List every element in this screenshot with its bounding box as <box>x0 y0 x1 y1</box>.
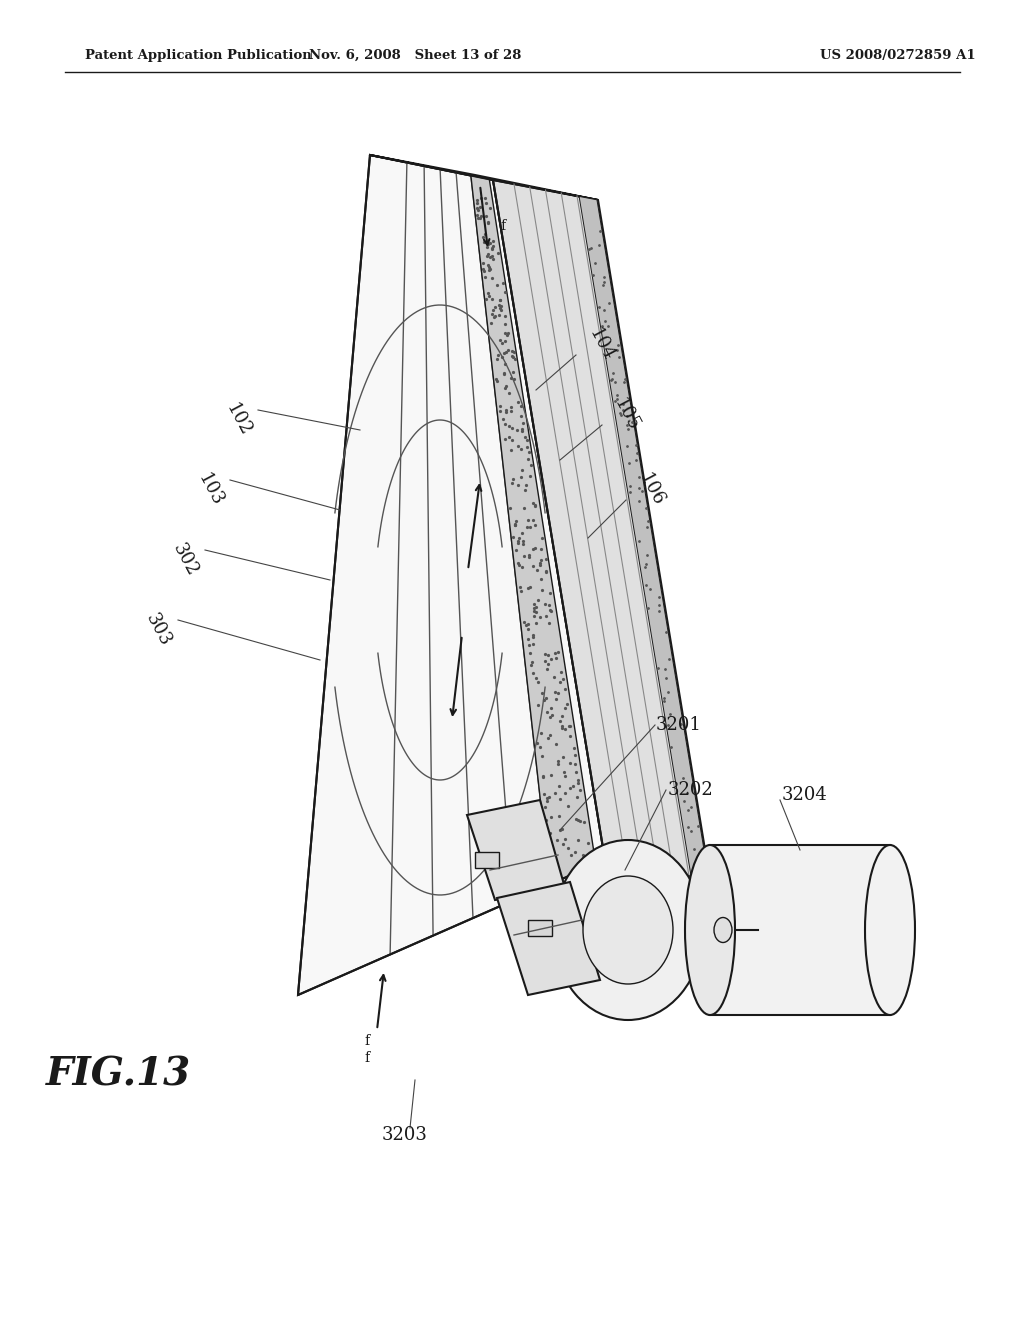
Ellipse shape <box>865 845 915 1015</box>
Text: Patent Application Publication: Patent Application Publication <box>85 49 311 62</box>
Text: FIG.13: FIG.13 <box>45 1056 190 1094</box>
Polygon shape <box>370 154 598 201</box>
Ellipse shape <box>685 845 735 1015</box>
Text: US 2008/0272859 A1: US 2008/0272859 A1 <box>820 49 976 62</box>
Polygon shape <box>493 180 710 880</box>
Polygon shape <box>475 851 499 869</box>
Text: 102: 102 <box>222 400 254 440</box>
Text: 303: 303 <box>142 611 174 649</box>
Ellipse shape <box>553 840 703 1020</box>
Polygon shape <box>471 176 596 884</box>
Polygon shape <box>597 865 715 917</box>
Text: Nov. 6, 2008   Sheet 13 of 28: Nov. 6, 2008 Sheet 13 of 28 <box>309 49 521 62</box>
Text: f: f <box>364 1051 369 1065</box>
Text: 3201: 3201 <box>656 715 701 734</box>
Text: 3202: 3202 <box>668 781 714 799</box>
Polygon shape <box>528 920 552 936</box>
Text: 104: 104 <box>585 326 617 364</box>
Ellipse shape <box>583 876 673 983</box>
Text: 105: 105 <box>610 396 642 434</box>
Polygon shape <box>580 197 709 880</box>
Polygon shape <box>497 882 600 995</box>
Text: 103: 103 <box>194 470 226 510</box>
Polygon shape <box>710 845 890 1015</box>
Text: 302: 302 <box>169 541 201 579</box>
Text: 3203: 3203 <box>382 1126 428 1144</box>
Text: f: f <box>500 219 505 234</box>
Text: f: f <box>364 1034 369 1048</box>
Text: 106: 106 <box>635 470 667 510</box>
Polygon shape <box>298 154 605 995</box>
Text: 3204: 3204 <box>782 785 827 804</box>
Polygon shape <box>467 800 565 900</box>
Ellipse shape <box>714 917 732 942</box>
